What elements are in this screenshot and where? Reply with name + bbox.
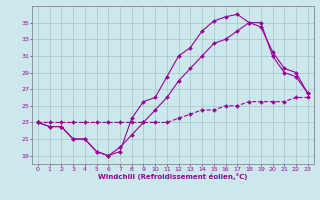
X-axis label: Windchill (Refroidissement éolien,°C): Windchill (Refroidissement éolien,°C) (98, 173, 247, 180)
